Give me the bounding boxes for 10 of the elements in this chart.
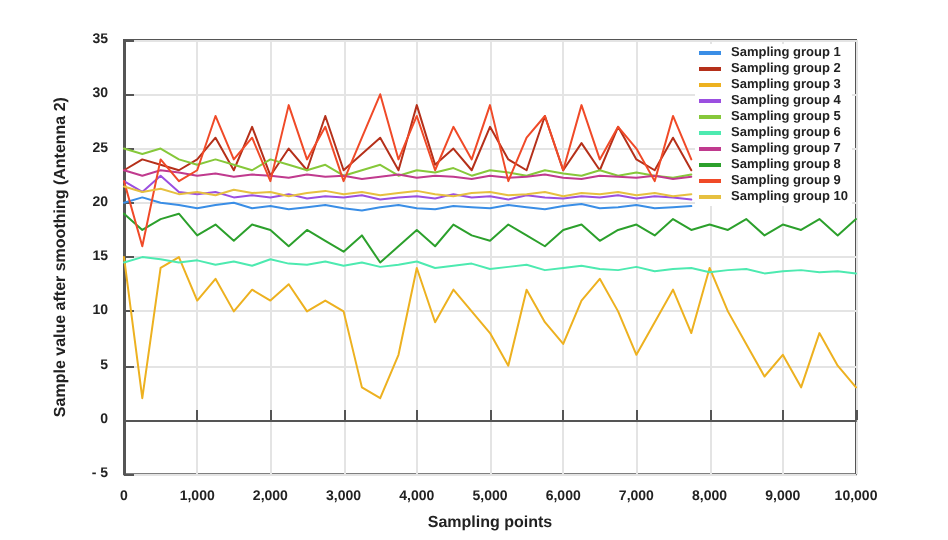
line-series: [123, 147, 693, 179]
line-series: [123, 93, 693, 248]
line-series: [123, 104, 693, 177]
line-series: [123, 174, 693, 201]
line-series: [123, 212, 857, 264]
line-series: [123, 256, 857, 275]
y-axis-title: Sample value after smoothing (Antenna 2): [51, 96, 69, 418]
x-axis-title: Sampling points: [427, 513, 554, 531]
line-series: [123, 256, 857, 400]
line-series: [123, 196, 693, 212]
